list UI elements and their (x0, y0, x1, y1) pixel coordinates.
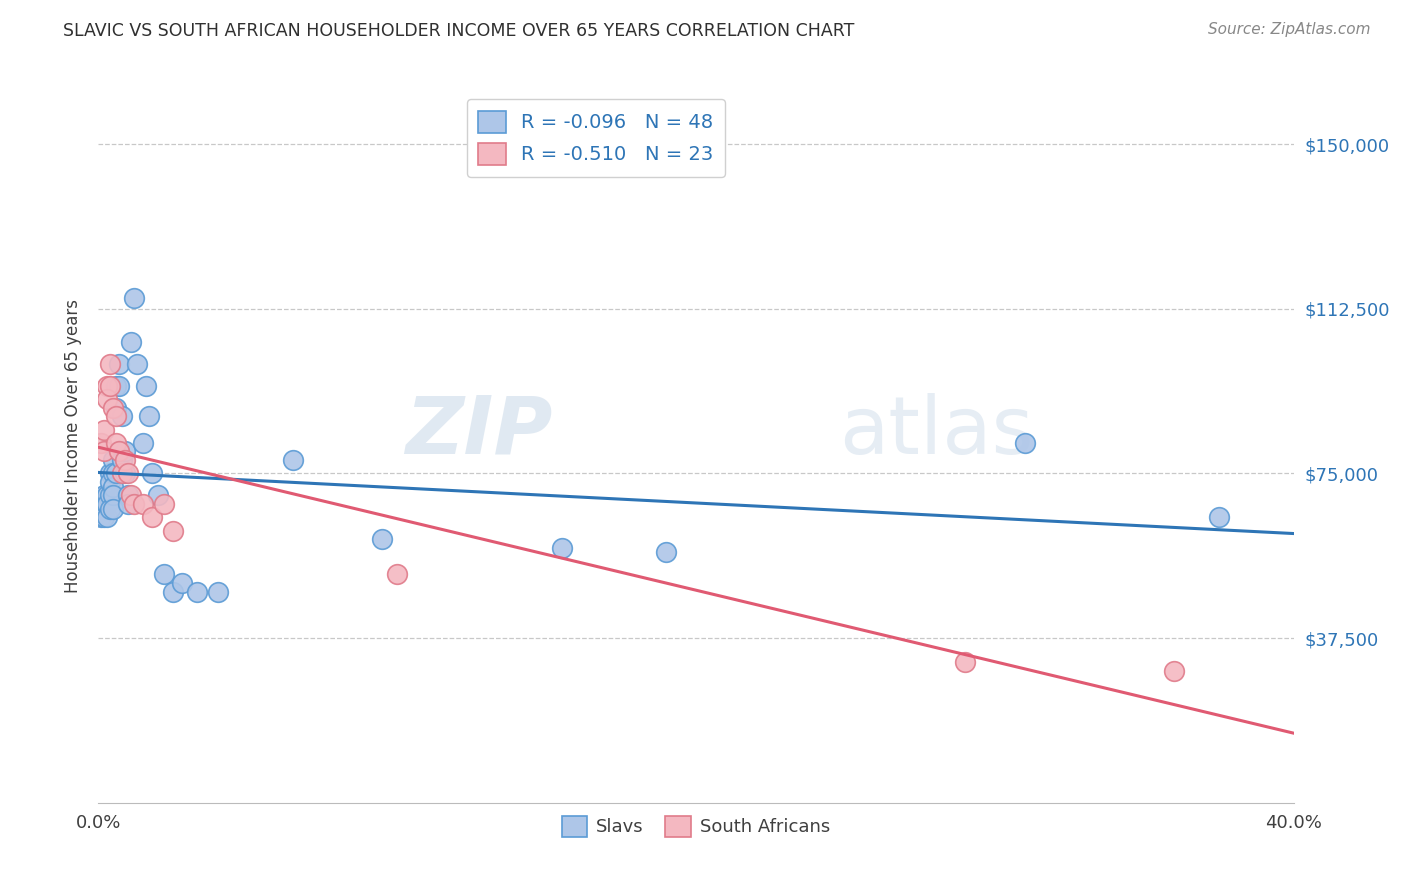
Point (132, 435, 155, 450)
Point (98, 357, 122, 371)
Point (93, 444, 115, 458)
Point (153, 567, 176, 582)
Point (105, 409, 128, 424)
Point (153, 497, 176, 511)
Point (114, 453, 136, 467)
Point (103, 401, 125, 415)
Point (105, 401, 128, 415)
Text: ZIP: ZIP (405, 392, 553, 471)
Point (96, 488, 118, 502)
Point (124, 291, 146, 305)
Point (98, 501, 122, 516)
Point (103, 467, 125, 481)
Point (114, 467, 136, 481)
Point (111, 467, 134, 481)
Point (103, 501, 125, 516)
Point (138, 409, 160, 424)
Point (371, 533, 394, 547)
Point (105, 435, 128, 450)
Point (207, 585, 229, 599)
Point (132, 497, 155, 511)
Point (550, 541, 572, 555)
Point (103, 480, 125, 494)
Legend: Slavs, South Africans: Slavs, South Africans (555, 808, 837, 844)
Point (98, 378, 122, 392)
Point (96, 497, 118, 511)
Point (385, 567, 409, 582)
Point (93, 423, 115, 437)
Point (141, 467, 163, 481)
Point (108, 444, 131, 458)
Point (148, 488, 170, 502)
Point (1014, 435, 1036, 450)
Point (108, 357, 131, 371)
Point (93, 488, 115, 502)
Text: atlas: atlas (839, 392, 1033, 471)
Point (93, 501, 115, 516)
Point (96, 392, 118, 406)
Point (98, 467, 122, 481)
Point (90, 435, 112, 450)
Point (117, 488, 139, 502)
Point (117, 497, 139, 511)
Point (186, 585, 208, 599)
Point (117, 467, 139, 481)
Point (281, 453, 304, 467)
Point (124, 497, 146, 511)
Point (105, 467, 128, 481)
Point (98, 488, 122, 502)
Point (953, 655, 976, 669)
Point (135, 378, 157, 392)
Point (96, 510, 118, 524)
Point (93, 510, 115, 524)
Text: SLAVIC VS SOUTH AFRICAN HOUSEHOLDER INCOME OVER 65 YEARS CORRELATION CHART: SLAVIC VS SOUTH AFRICAN HOUSEHOLDER INCO… (63, 22, 855, 40)
Point (162, 524, 184, 538)
Point (105, 378, 128, 392)
Point (103, 488, 125, 502)
Text: Source: ZipAtlas.com: Source: ZipAtlas.com (1208, 22, 1371, 37)
Point (172, 576, 194, 591)
Point (162, 585, 184, 599)
Point (108, 444, 131, 458)
Point (655, 545, 678, 559)
Point (108, 378, 131, 392)
Point (98, 475, 122, 490)
Point (90, 497, 112, 511)
Y-axis label: Householder Income Over 65 years: Householder Income Over 65 years (63, 299, 82, 593)
Point (90, 510, 112, 524)
Point (111, 409, 134, 424)
Point (114, 444, 136, 458)
Point (120, 334, 142, 349)
Point (120, 488, 142, 502)
Point (111, 453, 134, 467)
Point (1163, 664, 1185, 678)
Point (103, 453, 125, 467)
Point (96, 378, 118, 392)
Point (1208, 510, 1230, 524)
Point (127, 357, 149, 371)
Point (141, 510, 163, 524)
